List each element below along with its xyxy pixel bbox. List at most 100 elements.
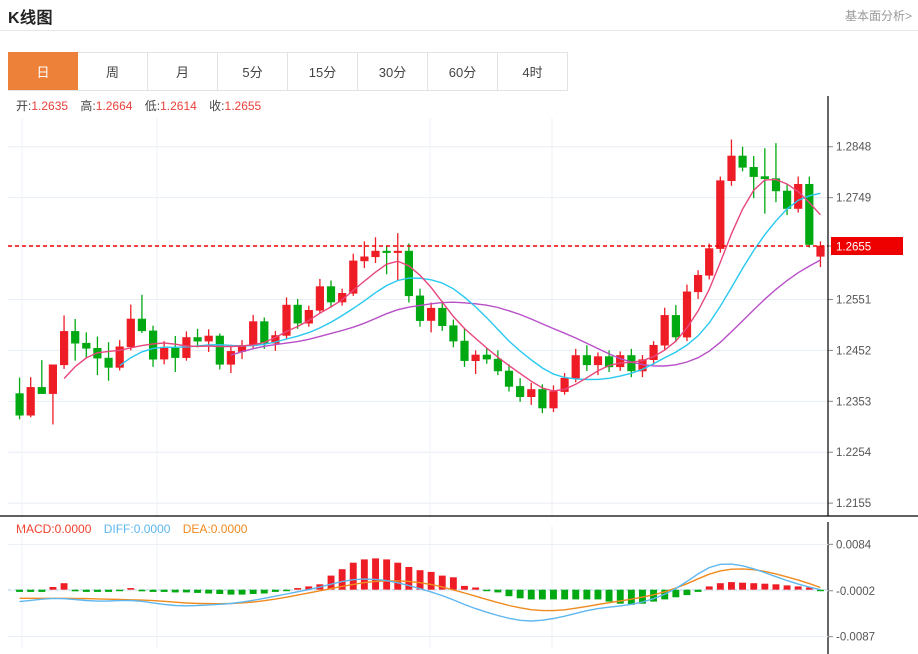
tab-7[interactable]: 4时 [498,52,568,91]
candle [449,319,458,348]
macd-hist-bar [794,586,802,590]
macd-hist-bar [716,583,724,590]
candle-body [515,386,525,397]
candle [460,328,469,367]
candle [716,176,725,253]
candle-body [782,190,792,209]
page-title: K线图 [8,10,54,27]
candle [226,344,236,374]
tab-6[interactable]: 60分 [428,52,498,91]
price-axis-label-3: 1.2551 [836,294,871,306]
candle-body [816,245,825,257]
fundamental-analysis-link[interactable]: 基本面分析> [844,9,912,23]
macd-hist-bar [138,589,146,592]
macd-hist-bar [805,587,813,590]
macd-hist-bar [761,583,769,590]
macd-hist-bar [772,584,780,590]
candle [682,284,692,342]
macd-hist-bar [338,569,346,590]
macd-hist-bar [505,589,513,597]
candle-body [115,346,124,368]
candle [671,305,680,343]
macd-hist-bar [694,589,702,592]
macd-hist-bar [227,589,235,595]
macd-hist-bar [416,570,424,590]
candle-body [760,176,769,179]
macd-hist-bar [216,589,224,594]
candle [415,288,425,327]
macd-hist-bar [817,589,824,592]
macd-hist-bar [405,567,413,590]
page-header: K线图 基本面分析> [0,0,918,31]
macd-hist-bar [538,589,546,600]
macd-hist-bar [127,588,135,590]
candle [382,246,391,275]
candle-body [471,354,480,361]
candle [360,241,369,269]
macd-axis-label-1: -0.0002 [836,586,875,598]
macd-hist-bar [49,587,57,590]
candle-body [460,340,469,361]
candle-body [493,358,503,372]
candle-body [549,391,558,409]
current-price-tag-label: 1.2655 [836,242,871,254]
candle [304,305,313,327]
candle [48,364,57,425]
macd-hist-bar [739,582,746,590]
macd-hist-bar [705,586,713,590]
tab-5[interactable]: 30分 [358,52,428,91]
macd-hist-bar [494,589,502,593]
tab-1[interactable]: 周 [78,52,148,91]
macd-hist-bar [483,589,491,592]
macd-hist-bar [605,589,613,602]
macd-hist-bar [38,589,46,592]
tabbar-underline [8,90,508,91]
candle-body [260,321,269,344]
dea-line [19,568,821,612]
candle-body [771,178,781,192]
candle-body [794,184,803,209]
candle-body [48,364,57,394]
tab-3[interactable]: 5分 [218,52,288,91]
price-axis-label-1: 1.2749 [836,193,871,205]
candle-body [426,307,436,321]
candle-body [226,351,236,365]
macd-hist-bar [349,562,357,590]
macd-axis-label-2: -0.0087 [836,632,875,644]
tab-label: 15分 [308,65,337,80]
candle [504,364,514,392]
candle [371,237,380,263]
macd-hist-bar [105,589,112,592]
macd-hist-bar [394,562,402,590]
tab-4[interactable]: 15分 [288,52,358,91]
candle [393,233,402,281]
macd-hist-bar [427,571,435,590]
candle-body [382,250,391,253]
candle-body [137,318,147,332]
macd-hist-bar [527,589,535,600]
candle [515,378,525,402]
candle [171,336,180,372]
macd-hist-bar [672,589,680,598]
candle-body [71,331,80,344]
macd-hist-bar [516,589,524,599]
candle-body [527,389,536,397]
kline-chart-canvas[interactable]: 1.2848 1.2749 1.2655 1.2551 1.2452 1.2353 1.22… [0,96,918,654]
tab-0[interactable]: 日 [8,52,78,91]
candle-body [404,250,414,297]
candle [616,351,625,371]
candle-body [282,304,291,336]
candle [126,304,135,351]
candle [215,333,224,370]
candle-body [37,387,46,394]
candle-body [593,356,603,366]
macd-hist-bar [183,589,190,593]
candle-body [215,335,224,365]
tab-2[interactable]: 月 [148,52,218,91]
candle-body [126,318,135,348]
candle-body [15,393,24,416]
candle-body [438,307,447,326]
candle-body [293,304,302,324]
macd-hist-bar [360,559,368,590]
macd-hist-bar [372,558,379,590]
